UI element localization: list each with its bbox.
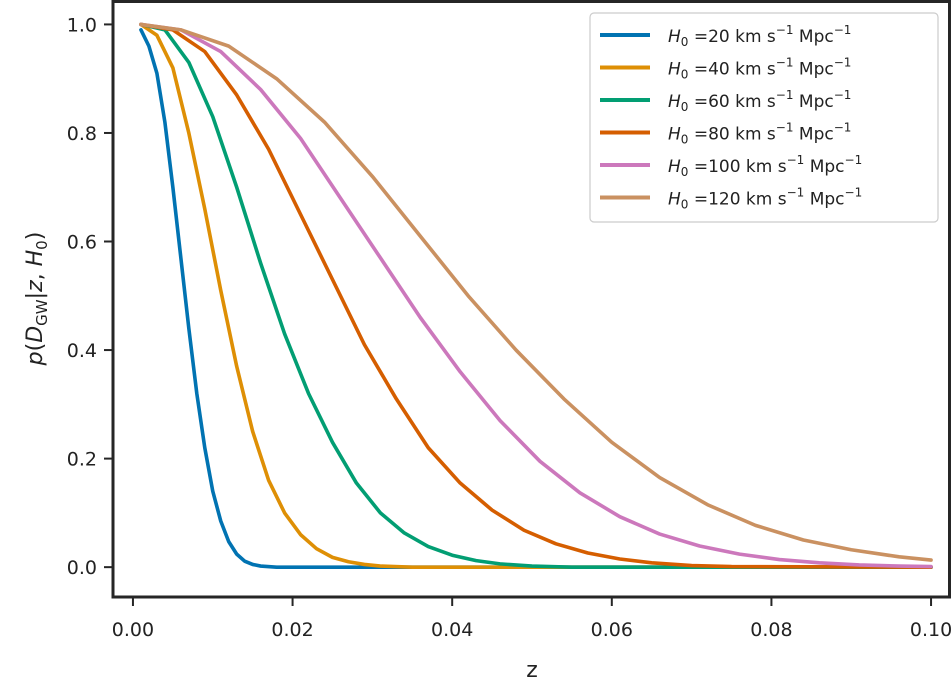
x-tick-label: 0.08 — [750, 619, 792, 641]
series-line-h0-80 — [139, 22, 933, 569]
legend: H0 =20 km s−1 Mpc−1 H0 =40 km s−1 Mpc−1 H0… — [589, 12, 939, 223]
y-tick-label: 0.6 — [67, 232, 97, 254]
x-tick-label: 0.02 — [271, 619, 313, 641]
legend-label-h0-100: H0 =100 km s−1 Mpc−1 — [668, 153, 862, 179]
axes: 0.00 0.02 0.04 0.06 0.08 0.10 0.0 0.2 0.4 0.6 0.8 1… — [23, 0, 951, 683]
x-tick-label: 0.10 — [910, 619, 951, 641]
x-axis-title: z — [526, 658, 538, 683]
legend-label-h0-40: H0 =40 km s−1 Mpc−1 — [668, 56, 851, 82]
y-tick-label: 1.0 — [67, 14, 97, 36]
y-tick-label: 0.2 — [67, 449, 97, 471]
x-tick-label: 0.06 — [591, 619, 633, 641]
legend-label-h0-80: H0 =80 km s−1 Mpc−1 — [668, 121, 851, 147]
series-line-h0-60 — [139, 22, 933, 569]
x-tick-label: 0.00 — [112, 619, 154, 641]
legend-label-h0-60: H0 =60 km s−1 Mpc−1 — [668, 88, 851, 114]
series-line-h0-40 — [139, 22, 933, 569]
series-line-h0-100 — [139, 22, 933, 569]
legend-label-h0-120: H0 =120 km s−1 Mpc−1 — [668, 186, 862, 212]
x-tick-label: 0.04 — [431, 619, 473, 641]
y-axis-title: p(DGW|z, H0) — [23, 232, 51, 367]
y-tick-label: 0.8 — [67, 123, 97, 145]
series-line-h0-120 — [139, 22, 933, 562]
y-tick-label: 0.0 — [67, 557, 97, 579]
plot-lines — [139, 22, 933, 569]
series-line-h0-20 — [139, 28, 933, 569]
legend-box — [589, 12, 939, 223]
y-tick-label: 0.4 — [67, 340, 97, 362]
legend-label-h0-20: H0 =20 km s−1 Mpc−1 — [668, 23, 851, 49]
